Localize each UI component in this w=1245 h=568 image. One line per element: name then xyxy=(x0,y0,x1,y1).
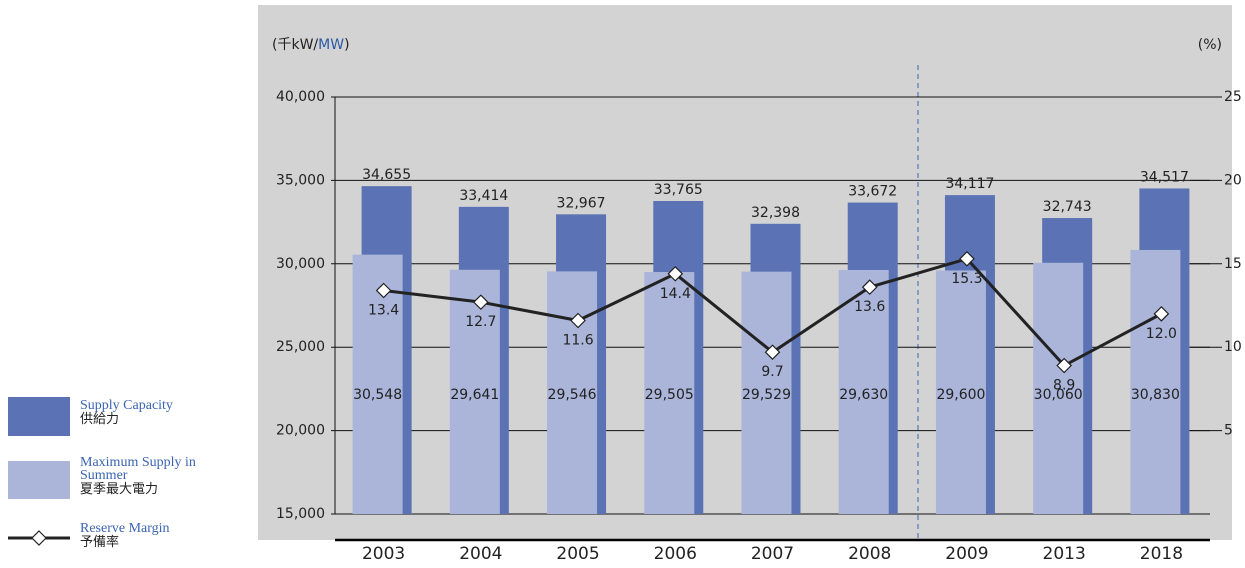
value-label: 15.3 xyxy=(951,271,982,287)
x-tick-label: 2004 xyxy=(459,544,502,564)
value-label: 32,398 xyxy=(751,205,800,221)
legend-item: Supply Capacity 供給力 xyxy=(80,399,210,428)
y2-tick-label: 10 xyxy=(1224,339,1242,355)
y2-tick-label: 20 xyxy=(1224,172,1242,188)
x-tick-label: 2013 xyxy=(1043,544,1086,564)
value-label: 34,117 xyxy=(945,176,994,192)
y-tick-label: 15,000 xyxy=(276,506,325,522)
legend-item: Reserve Margin 予備率 xyxy=(80,522,210,551)
bar xyxy=(935,270,986,514)
marker xyxy=(861,279,878,296)
bar xyxy=(1033,262,1084,514)
value-label: 30,830 xyxy=(1131,387,1180,403)
x-tick-label: 2007 xyxy=(751,544,794,564)
y-axis-label: (千kW/MW) xyxy=(272,37,350,53)
value-label: 34,655 xyxy=(362,167,411,183)
value-label: 12.7 xyxy=(465,314,496,330)
value-label: 14.4 xyxy=(660,286,691,302)
legend-label: Maximum Supply in Summer xyxy=(80,455,196,483)
x-tick-label: 2003 xyxy=(362,544,405,564)
value-label: 33,414 xyxy=(459,188,508,204)
x-tick-label: 2009 xyxy=(945,544,988,564)
value-label: 32,967 xyxy=(557,195,606,211)
legend-label: 夏季最大電力 xyxy=(80,482,159,497)
value-label: 30,548 xyxy=(353,387,402,403)
y-tick-label: 35,000 xyxy=(276,172,325,188)
y2-tick-label: 15 xyxy=(1224,256,1242,272)
legend-swatch xyxy=(8,461,70,499)
legend-label: 供給力 xyxy=(80,412,120,427)
bar xyxy=(449,269,500,514)
legend-item: Maximum Supply in Summer 夏季最大電力 xyxy=(80,456,200,498)
y-tick-label: 25,000 xyxy=(276,339,325,355)
value-label: 29,600 xyxy=(936,387,985,403)
bar xyxy=(547,271,598,514)
y-label-part: (千kW/ xyxy=(272,37,318,53)
y-tick-label: 30,000 xyxy=(276,256,325,272)
marker xyxy=(764,344,781,361)
value-label: 11.6 xyxy=(562,333,593,349)
x-tick-label: 2018 xyxy=(1140,544,1183,564)
legend-swatch xyxy=(8,397,70,436)
value-label: 29,546 xyxy=(548,387,597,403)
legend-label: Reserve Margin xyxy=(80,521,170,536)
marker xyxy=(375,282,392,299)
bar xyxy=(741,271,792,514)
value-label: 29,641 xyxy=(450,387,499,403)
value-label: 34,517 xyxy=(1140,169,1189,185)
bar xyxy=(644,272,695,514)
marker xyxy=(1056,357,1073,374)
y-label-part: MW xyxy=(318,37,344,53)
marker xyxy=(667,265,684,282)
marker xyxy=(1153,305,1170,322)
y-tick-label: 40,000 xyxy=(276,89,325,105)
y-label-part: ) xyxy=(344,37,349,53)
value-label: 32,743 xyxy=(1043,199,1092,215)
marker xyxy=(570,312,586,329)
x-tick-label: 2006 xyxy=(654,544,697,564)
value-label: 29,630 xyxy=(839,387,888,403)
legend-swatch xyxy=(31,530,47,546)
y2-tick-label: 25 xyxy=(1224,89,1242,105)
bar xyxy=(352,254,403,514)
legend-label: Supply Capacity xyxy=(80,398,173,413)
marker xyxy=(472,294,489,311)
value-label: 12.0 xyxy=(1146,326,1177,342)
value-label: 33,672 xyxy=(848,184,897,200)
y-tick-label: 20,000 xyxy=(276,423,325,439)
value-label: 30,060 xyxy=(1034,387,1083,403)
bar xyxy=(1130,249,1181,514)
value-label: 9.7 xyxy=(761,364,783,380)
value-label: 13.6 xyxy=(854,299,885,315)
bar xyxy=(838,269,889,514)
legend-label: 予備率 xyxy=(80,535,120,550)
value-label: 33,765 xyxy=(654,182,703,198)
value-label: 29,505 xyxy=(645,387,694,403)
x-tick-label: 2008 xyxy=(848,544,891,564)
x-tick-label: 2005 xyxy=(556,544,599,564)
y2-axis-label: (%) xyxy=(1198,37,1222,53)
marker xyxy=(959,250,975,267)
value-label: 8.9 xyxy=(1053,378,1075,394)
value-label: 13.4 xyxy=(368,302,399,318)
value-label: 29,529 xyxy=(742,387,791,403)
y2-tick-label: 5 xyxy=(1224,423,1233,439)
